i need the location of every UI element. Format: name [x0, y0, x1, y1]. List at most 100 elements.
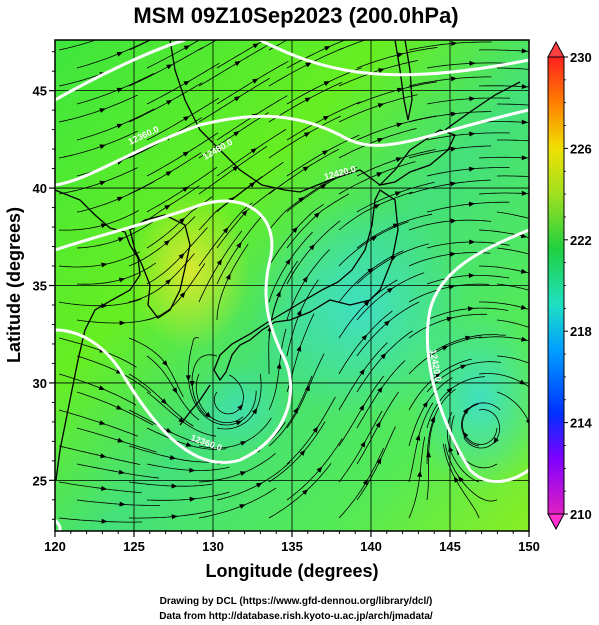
- streamline: [198, 417, 272, 449]
- streamline-arrow: [119, 501, 126, 507]
- streamline: [408, 313, 488, 339]
- streamline-arrow: [373, 204, 381, 209]
- streamline-arrow: [521, 155, 528, 161]
- streamline-arrow: [324, 46, 331, 51]
- colorbar-min-arrow: [547, 513, 565, 531]
- streamline-arrow: [99, 180, 106, 186]
- streamline: [478, 49, 529, 52]
- streamline-arrow: [396, 87, 404, 93]
- streamline: [216, 373, 262, 430]
- streamline: [286, 396, 336, 465]
- streamline: [268, 203, 324, 267]
- streamline: [408, 76, 492, 87]
- streamline-arrow: [521, 336, 528, 342]
- streamline: [497, 139, 529, 142]
- streamline: [356, 47, 438, 69]
- streamline: [356, 115, 437, 141]
- streamline: [356, 181, 435, 213]
- streamline: [338, 342, 388, 411]
- streamline-arrow: [98, 385, 106, 390]
- streamline: [461, 402, 501, 447]
- streamline: [408, 41, 492, 51]
- streamline-arrow: [379, 33, 385, 38]
- streamline-arrow: [118, 277, 126, 283]
- streamline-arrow: [163, 240, 170, 246]
- streamline-arrow: [493, 437, 499, 444]
- streamline-arrow: [377, 103, 385, 108]
- streamline-arrow: [463, 407, 469, 415]
- streamline-arrow: [236, 241, 242, 249]
- streamline: [198, 40, 218, 51]
- streamline-arrow: [252, 407, 258, 415]
- streamline: [146, 97, 220, 141]
- streamline-arrow: [276, 362, 282, 369]
- x-axis-label: Longitude (degrees): [205, 561, 378, 581]
- streamline: [426, 417, 436, 501]
- streamline: [76, 40, 151, 69]
- streamline-arrow: [363, 300, 370, 307]
- contour-12360-north: [55, 40, 186, 102]
- streamline-arrow: [469, 239, 476, 245]
- streamline-arrow: [239, 504, 246, 509]
- streamline: [286, 166, 358, 213]
- streamline-arrow: [189, 381, 195, 387]
- streamline: [338, 310, 393, 375]
- streamline-arrow: [165, 427, 173, 433]
- streamline-arrow: [116, 404, 123, 410]
- streamline-arrow: [205, 411, 211, 418]
- streamline: [129, 510, 212, 519]
- streamline-arrow: [441, 345, 449, 351]
- coastline-mainland: [55, 189, 141, 481]
- streamline-arrow: [228, 197, 235, 203]
- streamline: [198, 145, 268, 195]
- streamline-arrow: [172, 387, 178, 394]
- streamline-arrow: [101, 518, 108, 524]
- streamline: [408, 145, 492, 159]
- streamline: [478, 156, 529, 159]
- streamline-arrow: [166, 64, 173, 70]
- streamline-arrow: [361, 334, 368, 341]
- streamline: [76, 72, 155, 105]
- streamline: [195, 373, 244, 423]
- streamline: [408, 219, 492, 231]
- streamline-arrow: [119, 320, 126, 326]
- streamline-arrow: [360, 441, 366, 448]
- streamline: [478, 373, 529, 388]
- streamline-arrow: [370, 235, 378, 242]
- streamline: [408, 252, 491, 267]
- streamline: [286, 249, 330, 321]
- streamline-arrow: [417, 470, 423, 477]
- height-contours: [55, 40, 529, 531]
- streamline-arrow: [415, 434, 421, 441]
- streamline-arrow: [322, 115, 330, 121]
- streamline: [187, 336, 202, 413]
- streamline: [128, 481, 212, 487]
- streamline: [426, 97, 510, 105]
- streamline-arrow: [450, 218, 457, 224]
- streamline: [426, 132, 510, 141]
- streamline: [426, 388, 456, 465]
- streamline: [76, 108, 155, 141]
- streamline: [408, 336, 482, 375]
- streamline: [128, 82, 203, 123]
- streamline: [146, 40, 201, 69]
- streamline: [146, 491, 230, 501]
- streamline-arrow: [179, 291, 186, 298]
- streamline: [76, 427, 157, 453]
- streamline: [198, 43, 271, 87]
- streamline-arrow: [233, 96, 241, 102]
- streamline-arrow: [309, 244, 315, 251]
- chart-title: MSM 09Z10Sep2023 (200.0hPa): [133, 3, 458, 28]
- streamline: [478, 265, 529, 274]
- streamline-arrow: [116, 52, 124, 57]
- streamline: [58, 373, 137, 406]
- streamline-arrow: [469, 166, 476, 172]
- streamline-arrow: [450, 76, 458, 82]
- streamline: [146, 463, 230, 471]
- streamline-arrow: [182, 151, 190, 157]
- streamline-arrow: [302, 166, 310, 172]
- streamline: [497, 175, 529, 178]
- streamline: [216, 188, 276, 249]
- streamline: [497, 67, 529, 70]
- streamline: [478, 121, 529, 123]
